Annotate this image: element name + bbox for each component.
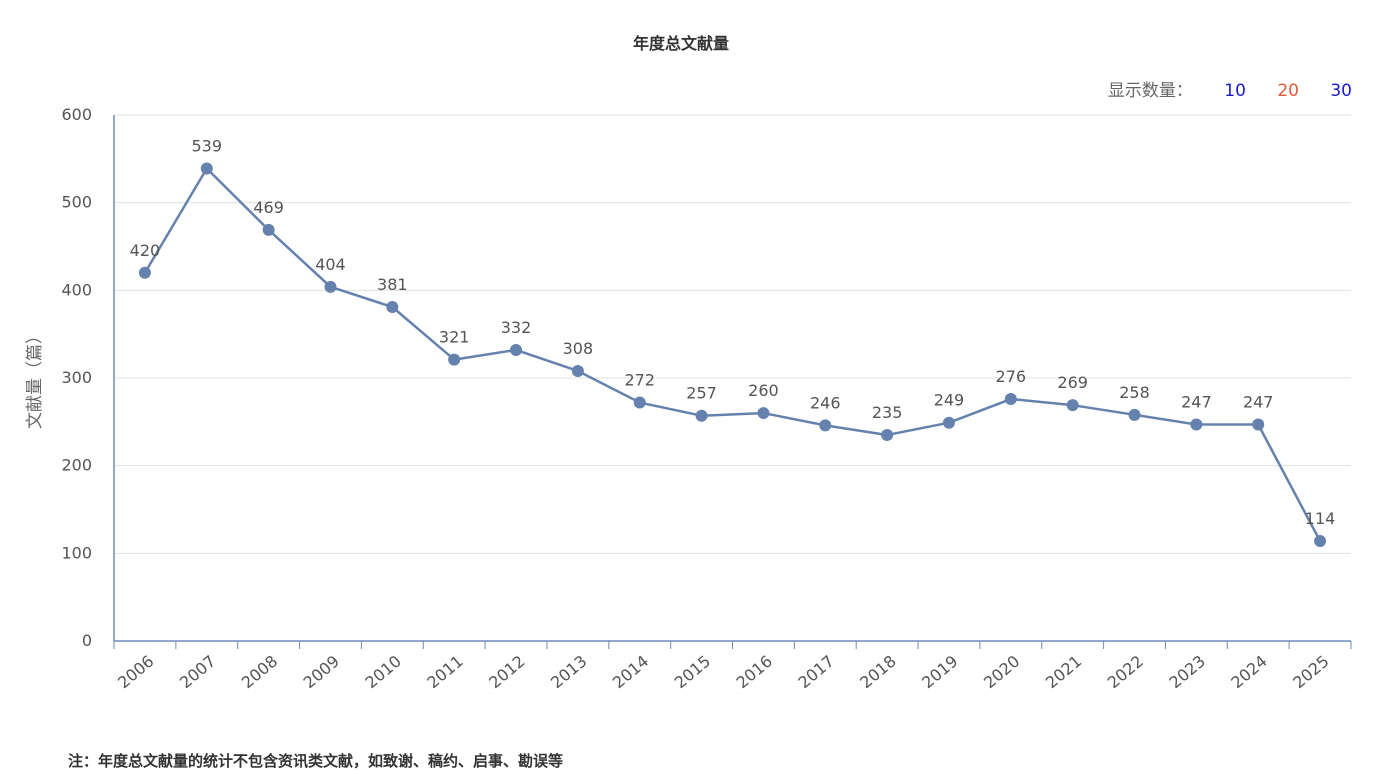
data-point[interactable]	[757, 407, 770, 420]
data-point[interactable]	[942, 416, 955, 429]
x-tick-label: 2014	[609, 652, 652, 693]
data-label: 404	[315, 255, 346, 274]
data-label: 308	[563, 339, 594, 358]
data-point[interactable]	[1190, 418, 1203, 431]
data-point[interactable]	[1252, 418, 1265, 431]
data-label: 539	[192, 136, 223, 155]
x-tick-label: 2025	[1289, 652, 1332, 693]
y-tick-label: 0	[82, 631, 92, 650]
data-label: 257	[686, 384, 717, 403]
data-point[interactable]	[819, 419, 832, 432]
y-tick-label: 300	[61, 368, 92, 387]
display-count-option-10[interactable]: 10	[1224, 81, 1246, 101]
x-tick-label: 2022	[1104, 652, 1147, 693]
footnote: 注：年度总文献量的统计不包含资讯类文献，如致谢、稿约、启事、勘误等	[68, 752, 564, 770]
x-tick-label: 2018	[856, 652, 899, 693]
data-label: 235	[872, 403, 903, 422]
y-tick-label: 200	[61, 456, 92, 475]
line-chart: 0 100 200 300 400 500 600 2006 2007 2008 2009 2010 2…	[25, 105, 1352, 693]
data-label: 381	[377, 275, 408, 294]
x-tick-label: 2015	[671, 652, 714, 693]
data-point[interactable]	[1314, 535, 1327, 548]
data-label: 269	[1057, 373, 1088, 392]
data-label: 276	[996, 367, 1027, 386]
data-label: 249	[934, 391, 965, 410]
display-count-option-20[interactable]: 20	[1277, 81, 1299, 101]
data-label: 114	[1305, 509, 1336, 528]
y-axis-title: 文献量（篇）	[25, 327, 45, 429]
data-point[interactable]	[1128, 408, 1141, 421]
series-line	[138, 162, 1327, 548]
x-tick-label: 2024	[1227, 652, 1270, 693]
x-tick-label: 2006	[114, 652, 157, 693]
data-label: 247	[1181, 392, 1212, 411]
x-tick-label: 2013	[547, 652, 590, 693]
y-tick-label: 100	[61, 543, 92, 562]
data-point[interactable]	[262, 223, 275, 236]
data-label: 321	[439, 328, 470, 347]
x-tick-label: 2008	[238, 652, 281, 693]
data-point[interactable]	[386, 300, 399, 313]
grid-lines	[114, 114, 1351, 554]
x-tick-label: 2012	[485, 652, 528, 693]
data-point[interactable]	[324, 280, 337, 293]
data-labels: 420 539 469 404 381 321 332 308 272 257 260 246 235 2…	[130, 136, 1336, 528]
data-point[interactable]	[448, 353, 461, 366]
x-tick-label: 2023	[1166, 652, 1209, 693]
data-label: 246	[810, 393, 841, 412]
x-tick-label: 2017	[794, 652, 837, 693]
data-label: 272	[624, 371, 655, 390]
data-label: 247	[1243, 392, 1274, 411]
chart-title: 年度总文献量	[632, 34, 729, 53]
data-point[interactable]	[881, 428, 894, 441]
y-tick-label: 600	[61, 105, 92, 124]
data-label: 260	[748, 381, 779, 400]
x-tick-label: 2020	[980, 652, 1023, 693]
data-label: 332	[501, 318, 532, 337]
x-tick-label: 2011	[423, 652, 466, 693]
y-tick-label: 500	[61, 193, 92, 212]
y-tick-label: 400	[61, 280, 92, 299]
data-point[interactable]	[138, 266, 151, 279]
x-tick-label: 2021	[1042, 652, 1085, 693]
x-tick-label: 2007	[176, 652, 219, 693]
data-label: 420	[130, 241, 161, 260]
data-point[interactable]	[571, 364, 584, 377]
series-polyline	[143, 167, 1322, 542]
display-count-label: 显示数量：	[1107, 81, 1193, 101]
data-point[interactable]	[200, 162, 213, 175]
data-label: 258	[1119, 383, 1150, 402]
x-tick-label: 2010	[361, 652, 404, 693]
data-point[interactable]	[510, 343, 523, 356]
display-count-option-30[interactable]: 30	[1330, 81, 1352, 101]
x-tick-label: 2016	[733, 652, 776, 693]
data-point[interactable]	[633, 396, 646, 409]
display-count-selector: 显示数量： 10 20 30	[1108, 76, 1352, 101]
x-tick-label: 2009	[300, 652, 343, 693]
data-point[interactable]	[1004, 393, 1017, 406]
x-tick-label: 2019	[918, 652, 961, 693]
data-label: 469	[253, 198, 284, 217]
data-point[interactable]	[1066, 399, 1079, 412]
data-point[interactable]	[695, 409, 708, 422]
